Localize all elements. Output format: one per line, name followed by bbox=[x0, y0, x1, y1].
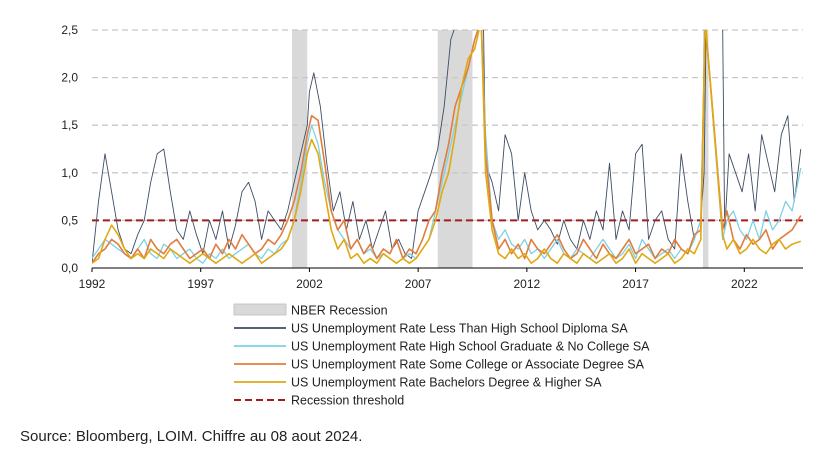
x-tick-label-2: 2002 bbox=[296, 277, 323, 291]
legend: NBER Recession US Unemployment Rate Less … bbox=[233, 303, 650, 408]
y-tick-label-3: 1,5 bbox=[61, 118, 78, 132]
legend-swatch-0 bbox=[233, 303, 287, 316]
recession-bands bbox=[292, 30, 709, 268]
y-tick-label-5: 2,5 bbox=[61, 23, 78, 37]
legend-label-1: US Unemployment Rate Less Than High Scho… bbox=[291, 322, 628, 336]
recession-band-1 bbox=[437, 30, 473, 268]
legend-label-4: US Unemployment Rate Bachelors Degree & … bbox=[291, 376, 602, 390]
y-tick-label-0: 0,0 bbox=[61, 261, 78, 275]
x-tick-label-3: 2007 bbox=[405, 277, 432, 291]
y-tick-label-4: 2,0 bbox=[61, 71, 78, 85]
series-line-3 bbox=[92, 30, 802, 265]
recession-band-2 bbox=[702, 30, 709, 268]
y-axis-ticks: 0,0 0,5 1,0 1,5 2,0 2,5 bbox=[61, 23, 78, 275]
legend-label-3: US Unemployment Rate Some College or Ass… bbox=[291, 358, 645, 372]
legend-label-2: US Unemployment Rate High School Graduat… bbox=[291, 340, 650, 354]
x-axis-ticks: 1992 1997 2002 2007 2012 2017 2022 bbox=[79, 268, 758, 291]
series-line-1 bbox=[92, 30, 802, 264]
y-tick-label-1: 0,5 bbox=[61, 213, 78, 227]
x-tick-label-1: 1997 bbox=[187, 277, 214, 291]
x-tick-label-4: 2012 bbox=[514, 277, 541, 291]
x-tick-label-6: 2022 bbox=[731, 277, 758, 291]
x-tick-label-5: 2017 bbox=[622, 277, 649, 291]
series-line-0 bbox=[92, 30, 802, 264]
series-lines bbox=[92, 30, 802, 265]
legend-label-5: Recession threshold bbox=[291, 394, 404, 408]
legend-label-0: NBER Recession bbox=[291, 304, 388, 318]
x-tick-label-0: 1992 bbox=[79, 277, 106, 291]
source-note: Source: Bloomberg, LOIM. Chiffre au 08 a… bbox=[20, 428, 363, 445]
y-tick-label-2: 1,0 bbox=[61, 166, 78, 180]
